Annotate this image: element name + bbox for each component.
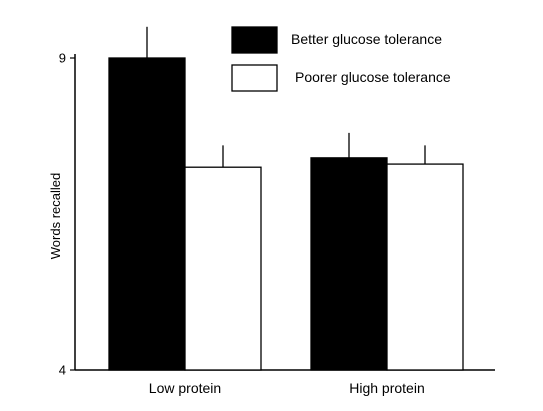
bar-better-low-protein bbox=[108, 57, 186, 371]
bar-poorer-low-protein bbox=[184, 166, 262, 371]
bars bbox=[108, 57, 464, 371]
x-category-label: High protein bbox=[349, 380, 425, 396]
y-ticks: 49 bbox=[59, 51, 75, 378]
legend-swatch-poorer bbox=[231, 64, 278, 92]
legend-swatch-better bbox=[231, 26, 278, 54]
y-tick-label: 4 bbox=[59, 363, 66, 378]
legend-label: Better glucose tolerance bbox=[291, 31, 442, 47]
bar-better-high-protein bbox=[310, 157, 388, 371]
y-tick-label: 9 bbox=[59, 51, 66, 66]
y-axis-label: Words recalled bbox=[48, 173, 63, 259]
legend-label: Poorer glucose tolerance bbox=[295, 69, 451, 85]
error-bars bbox=[146, 26, 426, 168]
legend: Better glucose tolerance Poorer glucose t… bbox=[231, 26, 451, 92]
category-labels: Low protein High protein bbox=[149, 380, 425, 396]
bar-poorer-high-protein bbox=[386, 163, 464, 371]
x-category-label: Low protein bbox=[149, 380, 221, 396]
